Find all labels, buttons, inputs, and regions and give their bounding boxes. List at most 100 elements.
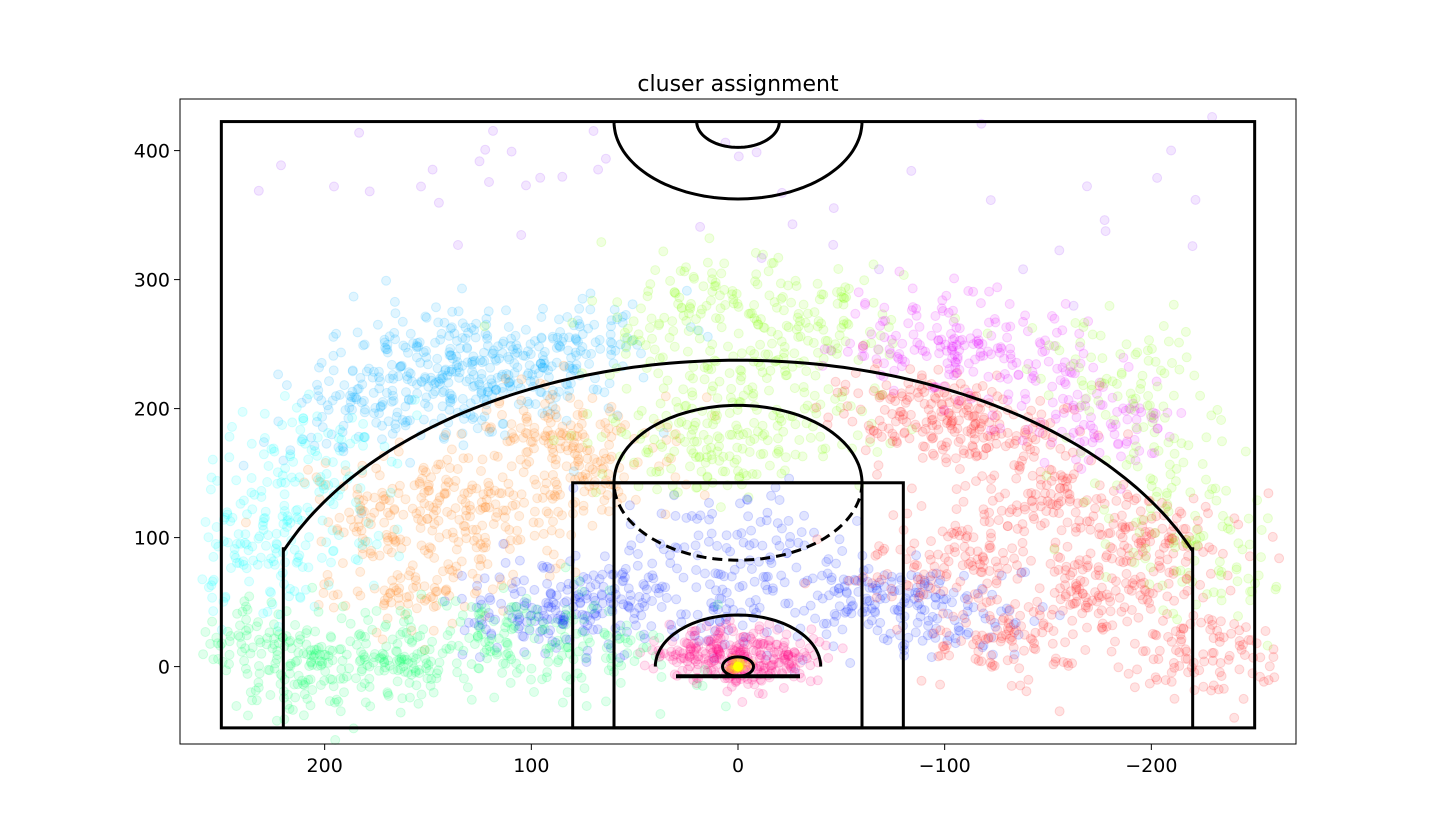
cluster-3-point <box>507 583 518 594</box>
cluster-2-point <box>764 385 774 396</box>
cluster-6-point <box>391 646 401 657</box>
cluster-1-point <box>448 532 459 543</box>
cluster-3-point <box>737 580 748 591</box>
cluster-9-point <box>845 338 856 349</box>
cluster-9-point <box>1078 419 1089 430</box>
cluster-3-point <box>484 592 495 603</box>
cluster-0-point <box>352 327 363 338</box>
cluster-0-point <box>595 343 606 354</box>
cluster-0-point <box>449 328 460 339</box>
cluster-0-point <box>388 395 399 406</box>
cluster-1-point <box>522 416 533 427</box>
cluster-9-point <box>951 322 962 333</box>
cluster-6-point <box>290 692 301 703</box>
cluster-0-point <box>568 466 579 477</box>
cluster-1-point <box>414 476 425 487</box>
cluster-0-point <box>493 341 503 352</box>
cluster-9-point <box>995 347 1005 358</box>
cluster-7-point <box>290 476 300 487</box>
cluster-1-point <box>344 507 355 518</box>
cluster-1-point <box>490 499 501 510</box>
cluster-8-point <box>915 579 926 590</box>
cluster-0-point <box>379 334 390 345</box>
cluster-7-point <box>312 411 323 422</box>
cluster-6-point <box>305 674 316 685</box>
cluster-8-point <box>977 552 988 563</box>
cluster-9-point <box>937 306 948 316</box>
cluster-9-point <box>1039 457 1050 468</box>
cluster-4-point <box>724 615 735 626</box>
cluster-11-point <box>516 230 527 240</box>
cluster-10-point <box>1262 640 1273 651</box>
cluster-8-point <box>1169 662 1180 673</box>
cluster-1-point <box>611 425 622 436</box>
cluster-1-point <box>603 469 614 480</box>
cluster-6-point <box>327 655 338 666</box>
cluster-1-point <box>589 454 600 464</box>
cluster-0-point <box>457 360 468 371</box>
cluster-0-point <box>369 408 379 419</box>
cluster-8-point <box>1009 438 1020 449</box>
cluster-1-point <box>461 505 472 516</box>
cluster-8-point <box>1035 395 1046 406</box>
cluster-0-point <box>402 415 413 426</box>
cluster-10-point <box>1103 513 1114 524</box>
cluster-1-point <box>374 550 385 561</box>
cluster-0-point <box>445 350 456 361</box>
cluster-6-point <box>367 624 378 635</box>
cluster-6-point <box>577 586 587 597</box>
cluster-8-point <box>1267 531 1278 542</box>
cluster-0-point <box>603 403 614 414</box>
cluster-3-point <box>704 514 715 525</box>
cluster-8-point <box>887 409 898 419</box>
cluster-8-point <box>953 437 964 447</box>
cluster-1-point <box>499 512 510 523</box>
cluster-2-point <box>868 297 879 308</box>
cluster-7-point <box>394 551 405 562</box>
cluster-3-point <box>823 554 834 565</box>
cluster-7-point <box>302 502 313 513</box>
cluster-7-point <box>292 504 303 515</box>
cluster-8-point <box>1194 665 1205 676</box>
cluster-2-point <box>818 324 829 335</box>
cluster-8-point <box>1234 664 1245 675</box>
cluster-1-point <box>424 542 435 553</box>
cluster-1-point <box>506 578 517 589</box>
cluster-6-point <box>491 647 502 658</box>
cluster-1-point <box>462 487 473 498</box>
cluster-1-point <box>417 465 428 476</box>
cluster-1-point <box>567 443 578 453</box>
cluster-1-point <box>456 429 467 440</box>
cluster-1-point <box>378 600 389 611</box>
cluster-11-point <box>828 203 839 214</box>
cluster-1-point <box>240 517 251 528</box>
cluster-11-point <box>480 144 491 155</box>
cluster-8-point <box>1093 608 1104 619</box>
cluster-9-point <box>1063 395 1074 405</box>
cluster-2-point <box>695 308 706 319</box>
cluster-3-point <box>585 582 596 593</box>
cluster-0-point <box>388 373 399 384</box>
cluster-0-point <box>433 376 444 387</box>
cluster-10-point <box>1101 572 1112 582</box>
cluster-6-point <box>580 653 591 664</box>
cluster-3-point <box>635 533 646 544</box>
cluster-8-point <box>1015 680 1026 691</box>
cluster-1-point <box>529 422 540 433</box>
cluster-9-point <box>1020 310 1031 321</box>
cluster-2-point <box>779 341 790 352</box>
cluster-1-point <box>471 524 482 535</box>
cluster-7-point <box>303 454 314 465</box>
cluster-0-point <box>371 417 382 428</box>
cluster-3-point <box>671 594 682 605</box>
cluster-3-point <box>805 600 816 611</box>
cluster-2-point <box>805 432 816 443</box>
cluster-9-point <box>1013 370 1024 381</box>
cluster-1-point <box>316 536 327 547</box>
cluster-0-point <box>440 365 451 376</box>
cluster-6-point <box>392 655 403 666</box>
cluster-4-point <box>772 624 783 635</box>
cluster-1-point <box>334 512 345 523</box>
cluster-1-point <box>434 492 445 503</box>
cluster-0-point <box>570 333 581 344</box>
